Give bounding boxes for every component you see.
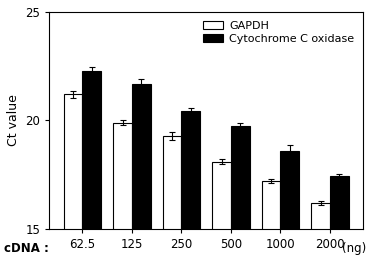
Bar (64, 94, 83, 258)
Bar (113, 123, 132, 258)
Bar (311, 203, 330, 258)
Bar (83, 70, 101, 258)
Text: (ng): (ng) (342, 243, 366, 255)
Text: cDNA :: cDNA : (4, 243, 48, 255)
Y-axis label: Ct value: Ct value (7, 94, 20, 147)
Bar (330, 176, 349, 258)
Bar (231, 126, 250, 258)
Bar (163, 136, 181, 258)
Bar (262, 181, 280, 258)
Bar (132, 84, 151, 258)
Bar (280, 151, 299, 258)
Bar (181, 111, 200, 258)
Legend: GAPDH, Cytochrome C oxidase: GAPDH, Cytochrome C oxidase (200, 18, 357, 47)
Bar (212, 162, 231, 258)
